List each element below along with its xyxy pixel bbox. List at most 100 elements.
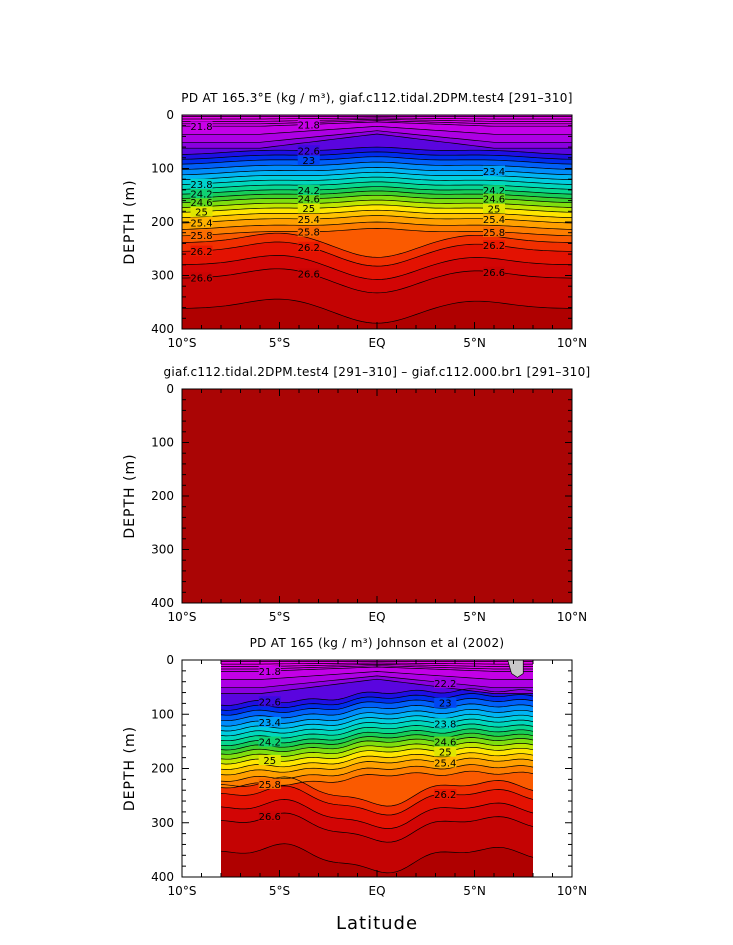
contour-label-bg xyxy=(258,716,281,727)
contour-line xyxy=(220,737,534,755)
contour-label-bg xyxy=(190,188,213,199)
contour-label-bg xyxy=(258,810,281,821)
x-tick-label: 5°N xyxy=(463,884,486,898)
contour-line xyxy=(181,151,573,160)
contour-label: 25 xyxy=(195,208,208,219)
x-tick-label: 10°N xyxy=(557,336,587,350)
contour-label-bg xyxy=(483,266,505,277)
contour-label-bg xyxy=(297,241,320,252)
contour-line xyxy=(220,718,534,737)
contour-lines-0 xyxy=(181,116,573,324)
contour-label-bg xyxy=(190,178,213,189)
x-tick-label: 5°N xyxy=(463,610,486,624)
x-tick-label: 5°S xyxy=(269,610,290,624)
contour-line xyxy=(181,241,572,267)
contour-line xyxy=(181,228,573,237)
contour-label-bg xyxy=(297,193,320,204)
contour-label: 21.8 xyxy=(190,122,212,133)
contour-label: 22.6 xyxy=(259,697,281,708)
contour-label: 26.2 xyxy=(190,247,212,258)
contour-label: 24.2 xyxy=(483,186,505,197)
contour-line xyxy=(220,752,534,770)
contour-line xyxy=(181,215,573,224)
contour-line xyxy=(181,176,573,185)
y-tick-label: 300 xyxy=(151,269,174,283)
contour-label-bg xyxy=(297,145,320,156)
contour-line xyxy=(220,799,534,829)
contour-line xyxy=(220,713,534,732)
contour-line xyxy=(181,167,573,176)
x-tick-label: 10°N xyxy=(557,884,587,898)
contour-label: 24.6 xyxy=(298,195,320,206)
y-tick-label: 0 xyxy=(166,108,174,122)
contour-line xyxy=(181,194,573,204)
contour-label-bg xyxy=(190,121,213,132)
contour-label-bg xyxy=(190,206,213,217)
contour-label-bg xyxy=(434,677,457,688)
contour-label: 24.6 xyxy=(483,195,505,206)
contour-label: 25 xyxy=(439,747,452,758)
contour-line xyxy=(181,255,573,280)
x-tick-label: EQ xyxy=(368,884,385,898)
contour-line xyxy=(220,764,534,782)
y-tick-label: 300 xyxy=(151,543,174,557)
contour-label-bg xyxy=(190,230,213,241)
contour-label: 22.2 xyxy=(434,679,456,690)
contour-label: 24.2 xyxy=(259,738,281,749)
contour-line xyxy=(220,757,534,776)
chart-title-0: PD AT 165.3°E (kg / m³), giaf.c112.tidal… xyxy=(181,91,572,105)
contour-label-bg xyxy=(190,245,213,256)
contour-label: 24.2 xyxy=(190,189,212,200)
contour-line xyxy=(181,221,573,230)
x-tick-label: 5°S xyxy=(269,336,290,350)
contour-line xyxy=(221,678,533,694)
y-tick-label: 100 xyxy=(151,707,174,721)
contour-line xyxy=(182,130,572,143)
y-tick-label: 0 xyxy=(166,653,174,667)
contour-label-bg xyxy=(190,272,213,283)
y-tick-label: 100 xyxy=(151,162,174,176)
contour-label: 25.8 xyxy=(298,228,320,239)
contour-label: 26.6 xyxy=(483,268,505,279)
contour-label-bg xyxy=(297,119,320,130)
contour-label: 25 xyxy=(263,756,276,767)
contour-label: 25.4 xyxy=(298,215,320,226)
contour-label-bg xyxy=(483,226,505,237)
contour-label-bg xyxy=(483,193,505,204)
contour-label: 25.8 xyxy=(190,231,212,242)
contour-label: 23.4 xyxy=(483,167,505,178)
contour-line xyxy=(181,209,573,218)
contour-label-bg xyxy=(483,240,505,251)
contour-label: 26.6 xyxy=(298,270,320,281)
contour-label-bg xyxy=(434,697,457,708)
x-tick-label: EQ xyxy=(368,336,385,350)
contour-line xyxy=(182,232,573,258)
contour-label-bg xyxy=(190,196,213,207)
contour-label-bg xyxy=(258,754,281,765)
contour-label: 26.2 xyxy=(434,790,456,801)
contour-label-bg xyxy=(297,203,320,214)
contour-label: 21.8 xyxy=(298,120,320,131)
y-tick-label: 100 xyxy=(151,436,174,450)
chart-title-1: giaf.c112.tidal.2DPM.test4 [291–310] – g… xyxy=(164,365,591,379)
y-axis-label: DEPTH (m) xyxy=(122,726,138,811)
contour-line xyxy=(182,268,573,294)
contour-label: 26.2 xyxy=(298,243,320,254)
contour-label: 26.6 xyxy=(259,812,281,823)
x-tick-label: 10°N xyxy=(557,610,587,624)
contour-label: 25 xyxy=(488,204,501,215)
contour-line xyxy=(181,190,573,199)
contour-line xyxy=(181,181,573,190)
y-tick-label: 200 xyxy=(151,762,174,776)
contour-label: 21.8 xyxy=(259,667,281,678)
contour-label: 25.4 xyxy=(434,758,456,769)
contour-line xyxy=(181,156,573,165)
contour-label: 24.2 xyxy=(298,186,320,197)
contour-label-bg xyxy=(297,155,320,166)
contour-label: 23.8 xyxy=(190,180,212,191)
y-tick-label: 200 xyxy=(151,215,174,229)
contour-label: 23.8 xyxy=(434,719,456,730)
contour-label-bg xyxy=(434,718,457,729)
contour-label-bg xyxy=(258,736,281,747)
